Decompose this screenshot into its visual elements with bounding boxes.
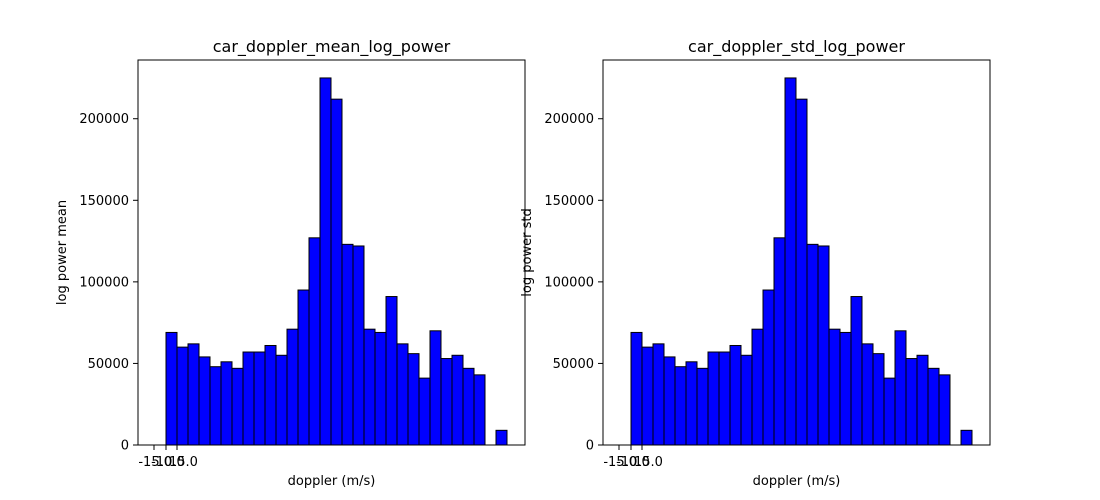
y-tick-label: 0 <box>586 439 594 454</box>
histogram-bar <box>674 366 687 446</box>
histogram-bar <box>663 356 676 446</box>
y-tick-label: 150000 <box>79 194 129 209</box>
histogram-bar <box>220 361 233 446</box>
histogram-bar <box>872 353 885 446</box>
histogram-bar <box>352 245 365 446</box>
y-axis-label: log power mean <box>55 200 70 305</box>
histogram-bar <box>817 245 830 446</box>
histogram-bar <box>264 344 277 446</box>
histogram-bar <box>641 346 654 446</box>
histogram-bar <box>473 374 486 446</box>
histogram-bar <box>883 377 896 446</box>
histogram-bar <box>762 289 775 446</box>
y-axis-ticks: 0 50000 100000 150000 200000 <box>79 112 138 454</box>
x-axis-label: doppler (m/s) <box>753 474 841 489</box>
histogram-bar <box>308 237 321 446</box>
x-tick-label: -10.0 <box>151 455 185 470</box>
histogram-bar <box>297 289 310 446</box>
y-tick-label: 150000 <box>544 194 594 209</box>
y-tick-label: 100000 <box>79 275 129 290</box>
histogram-bar <box>828 328 841 446</box>
std-log-power-plot: car_doppler_std_log_power 0 50000 100000 15… <box>520 37 991 489</box>
histogram-bar <box>319 77 332 446</box>
histogram-bar <box>253 351 266 446</box>
x-axis-label: doppler (m/s) <box>288 474 376 489</box>
histogram-bar <box>960 429 973 446</box>
x-tick-label: -15.0 <box>138 455 172 470</box>
histogram-bar <box>938 374 951 446</box>
histogram-bar <box>894 330 907 446</box>
histogram-bar <box>905 358 918 446</box>
histogram-bar <box>286 328 299 446</box>
histogram-bar <box>707 351 720 446</box>
histogram-bar <box>242 351 255 446</box>
histogram-bar <box>740 354 753 446</box>
histogram-bar <box>341 243 354 446</box>
histogram-bar <box>916 354 929 446</box>
histogram-bar <box>751 328 764 446</box>
histogram-bar <box>696 367 709 446</box>
y-tick-label: 100000 <box>544 275 594 290</box>
x-tick-label: -15.0 <box>603 455 637 470</box>
plot-frame <box>137 59 526 446</box>
histogram-bar <box>839 331 852 446</box>
histogram-bar <box>385 296 398 446</box>
histogram-bar <box>363 328 376 446</box>
histogram-bar <box>927 367 940 446</box>
histogram-bar <box>440 358 453 446</box>
histogram-bar <box>718 351 731 446</box>
plot-title: car_doppler_std_log_power <box>688 37 905 57</box>
x-tick-label: 15.0 <box>169 455 198 470</box>
histogram-bar <box>495 429 508 446</box>
plot-title: car_doppler_mean_log_power <box>213 37 451 57</box>
x-tick-label: 15.0 <box>634 455 663 470</box>
histogram-bar <box>850 296 863 446</box>
histogram-bar <box>374 331 387 446</box>
y-axis-ticks: 0 50000 100000 150000 200000 <box>544 112 603 454</box>
histogram-bar <box>407 353 420 446</box>
histogram-bar <box>330 98 343 446</box>
histogram-bar <box>773 237 786 446</box>
histogram-bar <box>209 366 222 446</box>
y-axis-label: log power std <box>520 208 535 296</box>
histogram-bar <box>165 331 178 446</box>
histogram-bar <box>795 98 808 446</box>
histogram-bar <box>729 344 742 446</box>
histogram-bar <box>462 367 475 446</box>
histogram-bar <box>418 377 431 446</box>
x-axis-ticks: -15.0-10.015.0 <box>603 445 663 470</box>
histogram-bar <box>784 77 797 446</box>
y-tick-label: 200000 <box>544 112 594 127</box>
histogram-bar <box>429 330 442 446</box>
x-axis-ticks: -15.0-10.015.0 <box>138 445 198 470</box>
mean-log-power-plot: car_doppler_mean_log_power 0 50000 100000 1… <box>55 37 526 489</box>
y-tick-label: 200000 <box>79 112 129 127</box>
histogram-bar <box>198 356 211 446</box>
y-tick-label: 50000 <box>88 357 129 372</box>
histogram-bar <box>451 354 464 446</box>
histogram-bar <box>806 243 819 446</box>
histogram-bar <box>396 343 409 446</box>
histogram-bar <box>231 367 244 446</box>
histogram-bar <box>630 331 643 446</box>
histogram-bar <box>652 343 665 446</box>
histogram-bar <box>685 361 698 446</box>
y-tick-label: 0 <box>121 439 129 454</box>
histogram-bar <box>861 343 874 446</box>
x-tick-label: -10.0 <box>616 455 650 470</box>
histogram-bar <box>275 354 288 446</box>
y-tick-label: 50000 <box>553 357 594 372</box>
plot-frame <box>602 59 991 446</box>
histogram-bar <box>187 343 200 446</box>
histogram-bar <box>176 346 189 446</box>
